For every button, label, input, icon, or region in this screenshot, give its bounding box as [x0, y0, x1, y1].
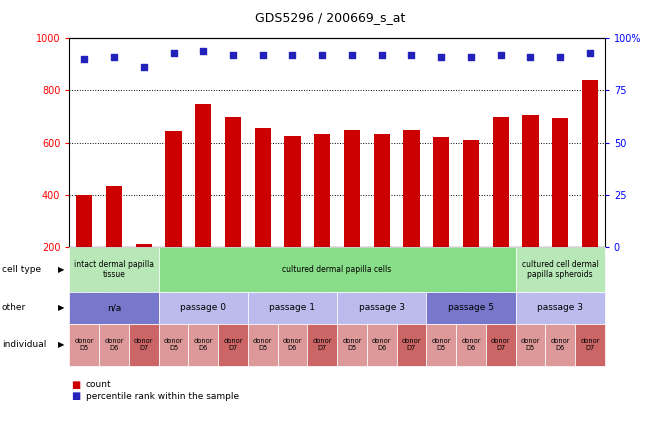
Bar	[403, 130, 420, 247]
Bar	[433, 137, 449, 247]
Text: donor
D6: donor D6	[104, 338, 124, 351]
Bar	[136, 244, 152, 247]
Point	[198, 47, 209, 54]
Text: donor
D7: donor D7	[313, 338, 332, 351]
Point	[108, 54, 120, 60]
Text: donor
D7: donor D7	[223, 338, 243, 351]
Point	[139, 64, 149, 71]
Text: other: other	[2, 303, 26, 312]
Bar	[373, 134, 390, 247]
Bar	[254, 128, 271, 247]
Point	[525, 54, 536, 60]
Text: n/a: n/a	[107, 303, 121, 312]
Point	[466, 54, 477, 60]
Point	[496, 52, 506, 58]
Bar	[284, 136, 301, 247]
Bar	[492, 117, 509, 247]
Text: donor
D7: donor D7	[402, 338, 421, 351]
Point	[436, 54, 447, 60]
Text: donor
D5: donor D5	[342, 338, 362, 351]
Text: donor
D6: donor D6	[461, 338, 481, 351]
Text: individual: individual	[2, 340, 46, 349]
Text: ▶: ▶	[58, 303, 64, 312]
Text: donor
D6: donor D6	[372, 338, 391, 351]
Point	[258, 52, 268, 58]
Text: passage 3: passage 3	[537, 303, 583, 312]
Text: passage 1: passage 1	[270, 303, 315, 312]
Bar	[582, 80, 598, 247]
Text: ■: ■	[71, 391, 80, 401]
Text: count: count	[86, 380, 112, 390]
Text: passage 0: passage 0	[180, 303, 226, 312]
Point	[407, 52, 417, 58]
Text: percentile rank within the sample: percentile rank within the sample	[86, 392, 239, 401]
Point	[227, 52, 239, 58]
Bar	[76, 195, 93, 247]
Text: donor
D5: donor D5	[164, 338, 183, 351]
Bar	[522, 115, 539, 247]
Point	[555, 54, 566, 60]
Bar	[552, 118, 568, 247]
Point	[79, 56, 90, 63]
Text: GDS5296 / 200669_s_at: GDS5296 / 200669_s_at	[255, 11, 406, 24]
Bar	[165, 131, 182, 247]
Text: donor
D5: donor D5	[432, 338, 451, 351]
Text: ■: ■	[71, 380, 80, 390]
Text: donor
D5: donor D5	[521, 338, 540, 351]
Text: cell type: cell type	[2, 265, 41, 274]
Bar	[314, 134, 330, 247]
Text: cultured dermal papilla cells: cultured dermal papilla cells	[282, 265, 392, 274]
Point	[288, 52, 298, 58]
Bar	[195, 104, 212, 247]
Text: ▶: ▶	[58, 265, 64, 274]
Text: donor
D5: donor D5	[253, 338, 272, 351]
Text: intact dermal papilla
tissue: intact dermal papilla tissue	[74, 260, 154, 279]
Text: donor
D5: donor D5	[75, 338, 94, 351]
Text: cultured cell dermal
papilla spheroids: cultured cell dermal papilla spheroids	[522, 260, 599, 279]
Text: donor
D7: donor D7	[134, 338, 153, 351]
Text: donor
D6: donor D6	[283, 338, 302, 351]
Point	[168, 49, 178, 56]
Text: passage 3: passage 3	[359, 303, 405, 312]
Bar	[106, 186, 122, 247]
Bar	[344, 130, 360, 247]
Bar	[225, 117, 241, 247]
Point	[585, 49, 596, 56]
Bar	[463, 140, 479, 247]
Text: ▶: ▶	[58, 340, 64, 349]
Text: donor
D6: donor D6	[551, 338, 570, 351]
Text: passage 5: passage 5	[448, 303, 494, 312]
Text: donor
D7: donor D7	[491, 338, 510, 351]
Point	[347, 52, 358, 58]
Point	[377, 52, 387, 58]
Text: donor
D6: donor D6	[194, 338, 213, 351]
Text: donor
D7: donor D7	[580, 338, 600, 351]
Point	[317, 52, 328, 58]
